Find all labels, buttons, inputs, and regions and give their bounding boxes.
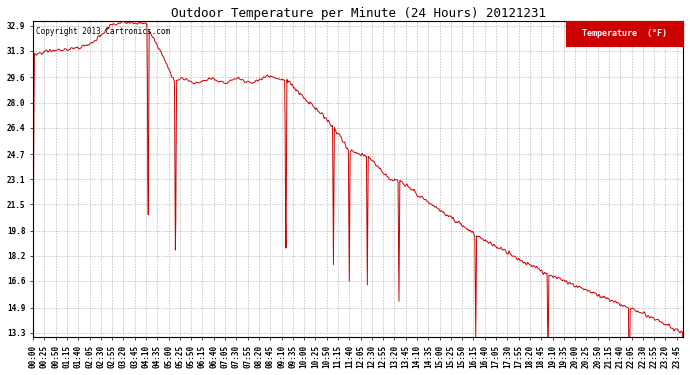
Title: Outdoor Temperature per Minute (24 Hours) 20121231: Outdoor Temperature per Minute (24 Hours…: [170, 7, 546, 20]
Text: Copyright 2013 Cartronics.com: Copyright 2013 Cartronics.com: [37, 27, 170, 36]
